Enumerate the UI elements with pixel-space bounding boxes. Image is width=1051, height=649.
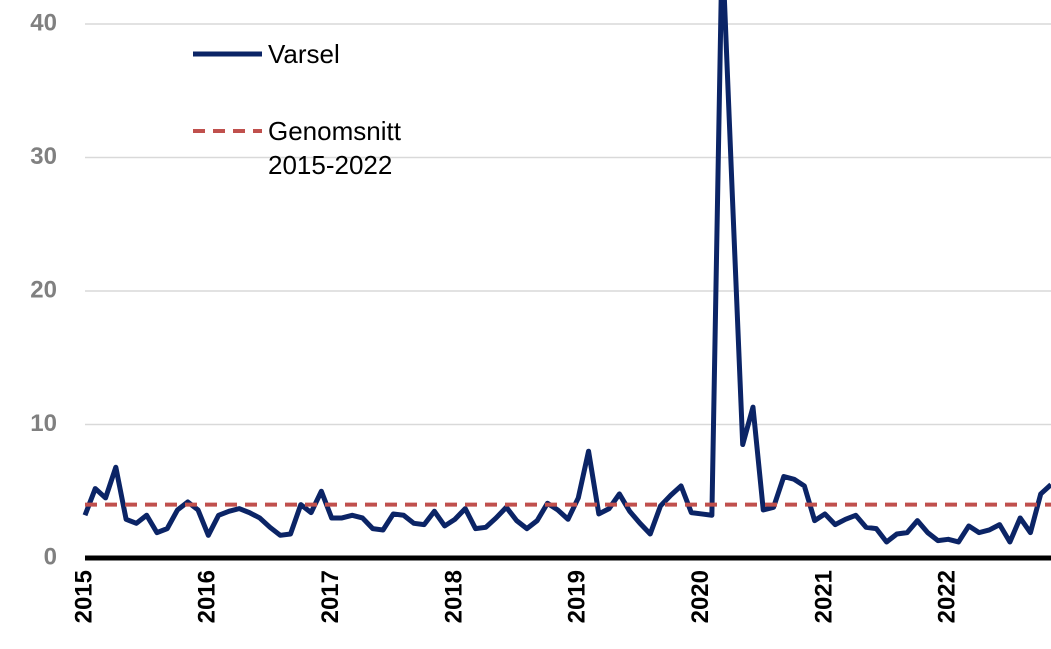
series-line (82, 0, 1051, 545)
legend-label: Genomsnitt 2015-2022 (268, 116, 401, 180)
x-tick-label: 2015 (70, 570, 97, 623)
x-tick-label: 2022 (934, 570, 961, 623)
y-tick-label: 30 (30, 143, 57, 170)
x-tick-label: 2016 (194, 570, 221, 623)
y-tick-label: 20 (30, 276, 57, 303)
y-tick-label: 0 (44, 543, 57, 570)
x-tick-label: 2018 (440, 570, 467, 623)
x-tick-label: 2021 (810, 570, 837, 623)
legend-label: Varsel (268, 39, 340, 69)
plot-area (82, 0, 1051, 545)
y-tick-label: 10 (30, 410, 57, 437)
y-tick-label: 40 (30, 9, 57, 36)
x-tick-label: 2017 (317, 570, 344, 623)
x-tick-label: 2020 (687, 570, 714, 623)
x-tick-label: 2019 (564, 570, 591, 623)
